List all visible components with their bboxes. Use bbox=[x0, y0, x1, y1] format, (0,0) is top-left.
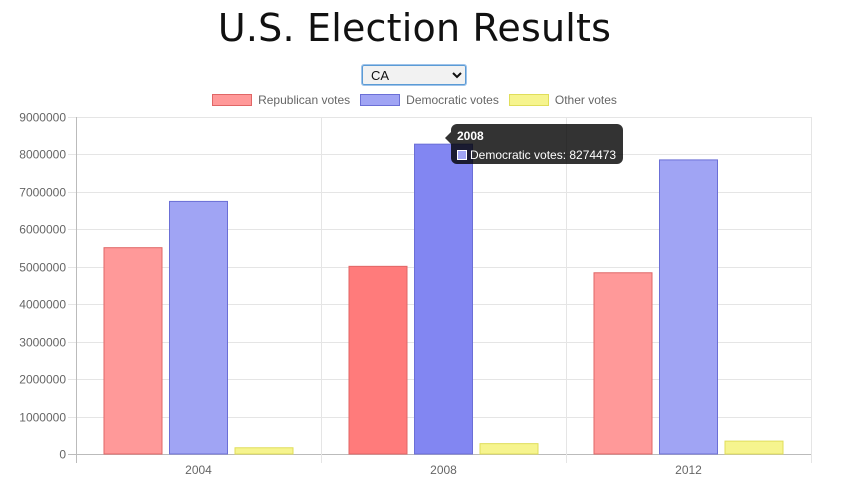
legend-item[interactable]: Democratic votes bbox=[360, 93, 499, 107]
y-tick-label: 9000000 bbox=[19, 111, 66, 125]
y-tick-label: 5000000 bbox=[19, 261, 66, 275]
x-tick-label: 2008 bbox=[430, 463, 457, 477]
legend-item[interactable]: Republican votes bbox=[212, 93, 350, 107]
y-tick-label: 1000000 bbox=[19, 411, 66, 425]
page-title: U.S. Election Results bbox=[217, 6, 612, 50]
y-tick-label: 6000000 bbox=[19, 223, 66, 237]
legend-swatch bbox=[508, 94, 549, 106]
y-tick-label: 4000000 bbox=[19, 298, 66, 312]
tooltip-swatch bbox=[457, 150, 467, 160]
legend-item[interactable]: Other votes bbox=[508, 93, 617, 107]
legend-label: Republican votes bbox=[258, 93, 351, 107]
x-tick-label: 2012 bbox=[675, 463, 702, 477]
y-tick-label: 8000000 bbox=[19, 148, 66, 162]
bar bbox=[479, 443, 539, 455]
bar bbox=[348, 265, 408, 455]
x-tick-label: 2004 bbox=[185, 463, 212, 477]
bar bbox=[659, 159, 718, 455]
bar bbox=[724, 440, 784, 455]
legend-swatch bbox=[360, 94, 401, 106]
y-tick-label: 3000000 bbox=[19, 336, 66, 350]
legend-swatch bbox=[212, 94, 253, 106]
y-tick-label: 2000000 bbox=[19, 373, 66, 387]
tooltip-title: 2008 bbox=[457, 129, 484, 143]
chart-legend: Republican votes Democratic votes Other vo… bbox=[0, 93, 829, 107]
legend-label: Democratic votes bbox=[406, 93, 499, 107]
bar bbox=[234, 447, 294, 455]
tooltip-row: Democratic votes: 8274473 bbox=[457, 148, 617, 162]
legend-label: Other votes bbox=[554, 93, 617, 107]
state-select[interactable]: CA bbox=[361, 64, 467, 86]
tooltip-text: Democratic votes: 8274473 bbox=[470, 148, 617, 162]
bar bbox=[593, 272, 653, 455]
bar bbox=[103, 247, 163, 455]
y-tick-label: 7000000 bbox=[19, 186, 66, 200]
y-tick-label: 0 bbox=[59, 448, 66, 462]
bar bbox=[169, 200, 228, 455]
bar bbox=[414, 143, 473, 455]
chart-tooltip: 2008 Democratic votes: 8274473 bbox=[445, 124, 623, 164]
